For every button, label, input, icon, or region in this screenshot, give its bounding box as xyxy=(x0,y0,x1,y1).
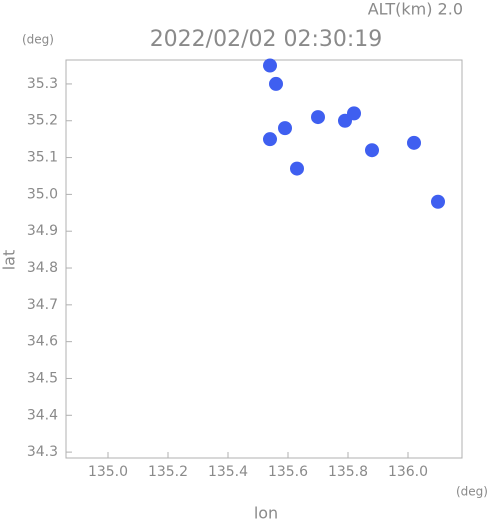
echo xyxy=(365,143,379,158)
y-unit: (deg) xyxy=(22,33,54,47)
x-tick-label: 135.8 xyxy=(328,464,368,480)
echo xyxy=(263,58,277,73)
x-tick-label: 136.0 xyxy=(388,464,428,480)
chart-title: 2022/02/02 02:30:19 xyxy=(150,27,383,52)
y-tick-label: 34.5 xyxy=(27,370,58,386)
y-axis-label: lat xyxy=(0,250,19,271)
echo xyxy=(290,161,304,176)
y-tick-label: 34.8 xyxy=(27,260,58,276)
x-axis-label: lon xyxy=(254,504,278,521)
y-tick-label: 35.2 xyxy=(27,113,58,129)
subtitle: ALT(km) 2.0 xyxy=(368,0,463,19)
echo xyxy=(278,121,292,136)
y-tick-label: 34.7 xyxy=(27,297,58,313)
echo xyxy=(263,132,277,147)
x-tick-label: 135.6 xyxy=(268,464,308,480)
x-unit: (deg) xyxy=(456,485,488,499)
y-tick-label: 34.4 xyxy=(27,407,58,423)
x-tick-label: 135.0 xyxy=(88,464,128,480)
echo xyxy=(347,106,361,121)
echo xyxy=(407,135,421,150)
y-tick-label: 34.9 xyxy=(27,223,58,239)
plot-frame xyxy=(65,59,463,459)
y-tick-label: 34.6 xyxy=(27,334,58,350)
echo xyxy=(431,194,445,209)
x-tick-label: 135.2 xyxy=(148,464,188,480)
y-tick-label: 35.0 xyxy=(27,186,58,202)
y-tick-label: 35.1 xyxy=(27,150,58,166)
y-tick-label: 34.3 xyxy=(27,444,58,460)
echo xyxy=(269,76,283,91)
x-tick-label: 135.4 xyxy=(208,464,248,480)
y-tick-label: 35.3 xyxy=(27,76,58,92)
echo xyxy=(311,110,325,125)
